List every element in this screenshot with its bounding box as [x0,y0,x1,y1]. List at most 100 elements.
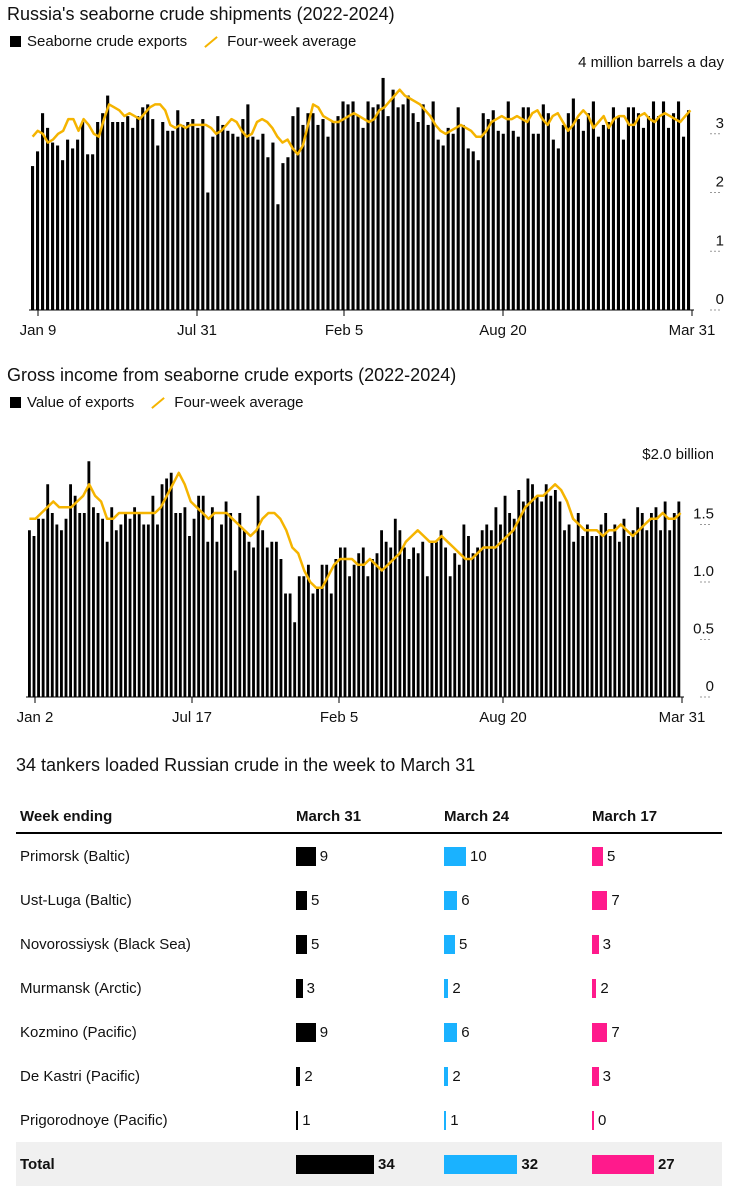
bar [489,530,493,697]
bar [261,133,265,310]
ytick-label: 1.5 [693,506,714,523]
bar [329,593,333,697]
bar [210,507,214,697]
tanker-count-cell: 3 [292,966,440,1010]
bar [256,495,260,697]
bar [611,107,615,310]
tanker-count-cell: 3 [588,1054,722,1098]
bar [671,113,676,310]
bar [105,541,109,697]
bar [516,136,520,310]
count-bar [444,890,458,910]
bar [271,142,275,310]
bar [146,524,150,697]
bar [165,478,169,697]
bar [656,116,661,310]
count-value: 1 [302,1111,311,1129]
bar [192,518,196,697]
bar [270,541,274,697]
count-value: 9 [319,847,329,865]
shipments-chart: 0 1 2 3 4 million barrels a day Jan 9 Jul 31 Fe… [20,55,725,339]
count-value: 2 [304,1067,313,1085]
bar [274,541,278,697]
bar [491,110,495,310]
bar [556,148,560,310]
table-row: Primorsk (Baltic) 9 10 5 [16,833,722,878]
count-value: 2 [452,979,461,997]
bar [566,113,570,310]
count-value: 6 [461,1023,470,1041]
count-bar [592,934,599,954]
bar [116,122,120,310]
port-name: Total [16,1142,292,1186]
bar [306,113,310,310]
legend-line-label: Four-week average [174,394,304,411]
bar [320,564,324,697]
bar [476,160,480,310]
bar [82,513,86,697]
count-value: 1 [450,1111,459,1129]
bar [126,116,130,310]
bar [114,530,118,697]
bar [457,564,461,697]
bar-legend-swatch [10,36,21,47]
xtick-label: Jan 2 [17,709,54,726]
bar [61,160,65,310]
bar [64,518,68,697]
bar [446,127,450,310]
bar [485,524,489,697]
y-unit-label: 4 million barrels a day [578,55,724,71]
tanker-count-cell: 2 [440,966,588,1010]
bar [361,127,365,310]
bar [96,122,100,310]
bar [231,133,235,310]
bar [336,116,340,310]
bar [563,530,566,697]
bar [242,530,246,697]
bar [412,547,416,697]
count-value: 0 [598,1111,607,1129]
xtick-label: Aug 20 [479,322,527,339]
bar [571,98,575,310]
bar [334,559,338,697]
tanker-count-cell: 1 [292,1098,440,1142]
bar [471,553,475,697]
tanker-count-cell: 9 [292,1010,440,1054]
line-legend-swatch [204,35,218,48]
bar [622,518,626,697]
ytick-label: 1 [716,232,724,249]
bar [416,553,420,697]
four-week-average-line [29,471,682,590]
bar [436,139,440,310]
count-value: 5 [607,847,616,865]
bar [265,547,269,697]
bar [78,513,82,697]
bar [535,495,539,697]
tanker-count-cell: 7 [588,1010,722,1054]
bar [608,536,612,697]
bar [196,127,200,310]
bar [156,524,159,697]
bar [28,530,31,697]
bar [352,564,356,697]
bar [645,530,649,697]
table-row: Prigorodnoye (Pacific) 1 1 0 [16,1098,722,1142]
bar [281,163,285,310]
income-chart: 0 0.5 1.0 1.5 $2.0 billion Jan 2 Jul 17 Feb 5 Au… [17,446,714,726]
bar [251,136,255,310]
tanker-count-cell: 5 [292,878,440,922]
bar [141,107,145,310]
port-name: Primorsk (Baltic) [20,847,131,865]
bar [526,478,530,697]
bar [375,553,379,697]
bar [156,145,160,310]
bar [503,495,507,697]
bar [462,524,466,697]
bar [266,157,270,310]
bar [439,530,443,697]
bar [291,116,295,310]
bar [41,113,45,310]
bar [211,136,215,310]
table-row: Novorossiysk (Black Sea) 5 5 3 [16,922,722,966]
xtick-label: Feb 5 [325,322,363,339]
